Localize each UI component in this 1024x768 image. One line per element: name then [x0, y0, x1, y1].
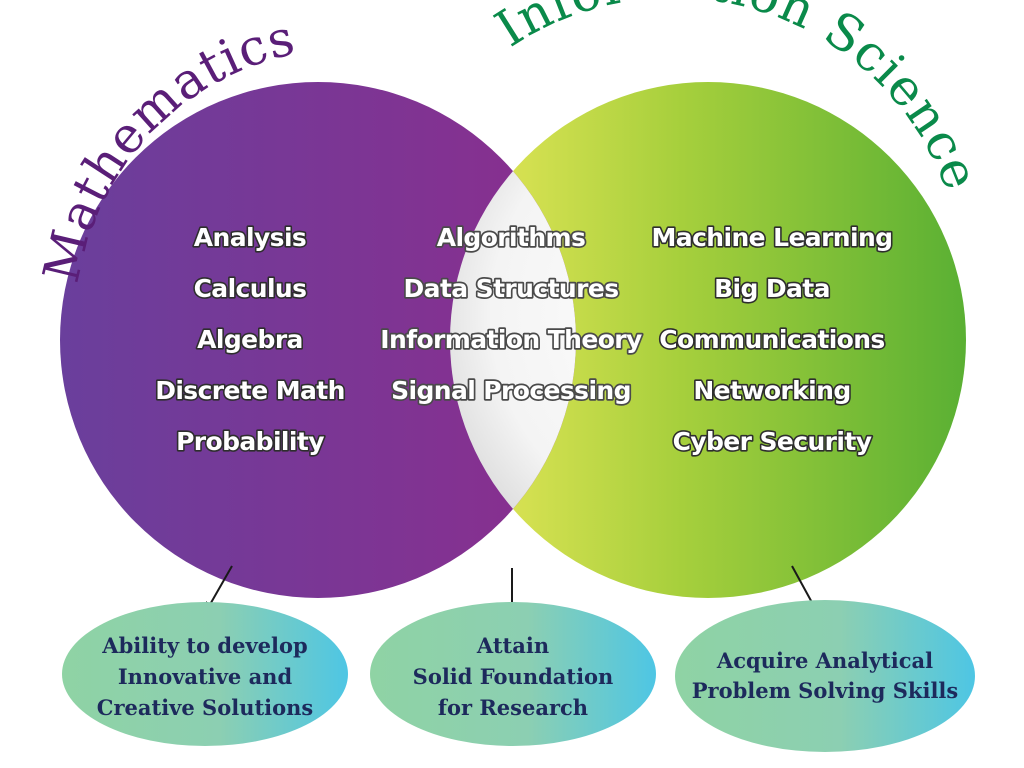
- outcome-oval: [370, 602, 656, 746]
- topic-data-structures: Data Structures: [404, 274, 619, 303]
- information-science-topics: Machine Learning Big Data Communications…: [650, 221, 895, 457]
- outcome-line: Ability to develop: [101, 633, 307, 658]
- outcome-3: Acquire Analytical Problem Solving Skill…: [675, 600, 975, 752]
- outcome-2: Attain Solid Foundation for Research: [370, 602, 656, 746]
- topic-communications: Communications: [659, 325, 884, 354]
- outcome-line: Attain: [476, 633, 549, 658]
- topic-networking: Networking: [693, 376, 850, 405]
- topic-signal-processing: Signal Processing: [391, 376, 631, 405]
- topic-probability: Probability: [176, 427, 324, 456]
- outcome-line: Acquire Analytical: [716, 648, 933, 673]
- topic-discrete-math: Discrete Math: [155, 376, 345, 405]
- arrow-to-outcome-1: [205, 565, 233, 613]
- outcome-1: Ability to develop Innovative and Creati…: [62, 602, 348, 746]
- topic-analysis: Analysis: [194, 223, 306, 252]
- information-science-circle: [450, 82, 966, 598]
- outcome-line: Solid Foundation: [413, 664, 614, 689]
- outcome-oval: [62, 602, 348, 746]
- topic-calculus: Calculus: [194, 274, 307, 303]
- mathematics-circle: [60, 82, 576, 598]
- topic-information-theory: Information Theory: [380, 325, 642, 354]
- outcome-line: for Research: [438, 695, 588, 720]
- topic-machine-learning: Machine Learning: [652, 223, 893, 252]
- mathematics-topics: Analysis Calculus Algebra Discrete Math …: [154, 221, 347, 457]
- topic-big-data: Big Data: [714, 274, 830, 303]
- topic-cyber-security: Cyber Security: [673, 427, 872, 456]
- outcome-line: Creative Solutions: [97, 695, 314, 720]
- outcome-line: Problem Solving Skills: [692, 678, 958, 703]
- outcome-oval: [675, 600, 975, 752]
- topic-algebra: Algebra: [197, 325, 303, 354]
- overlap-topics: Algorithms Data Structures Information T…: [379, 221, 645, 406]
- topic-algorithms: Algorithms: [437, 223, 586, 252]
- outcome-line: Innovative and: [118, 664, 293, 689]
